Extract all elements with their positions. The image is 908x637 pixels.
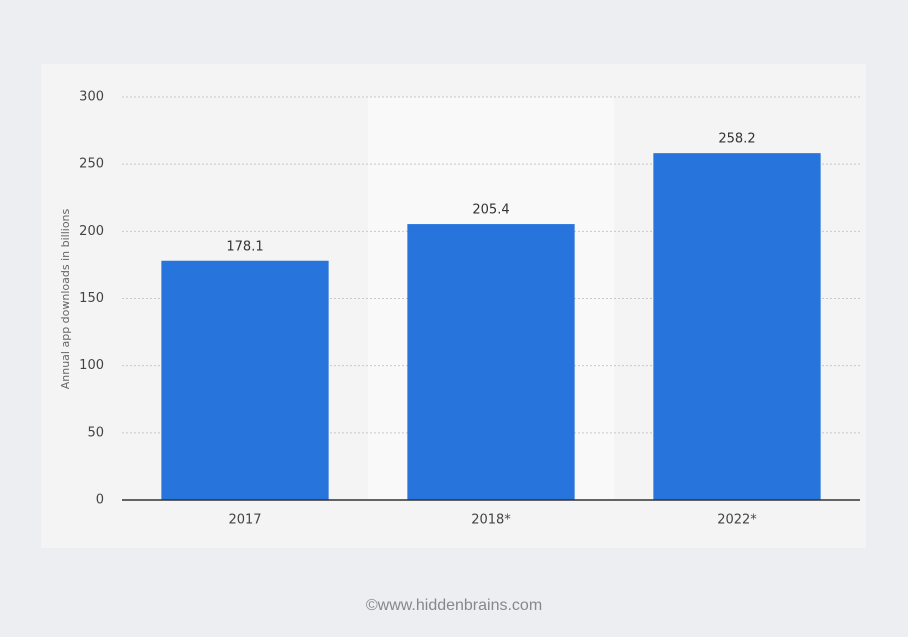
bar: [407, 224, 575, 500]
value-label: 178.1: [226, 239, 263, 254]
y-tick-label: 250: [79, 157, 104, 172]
bar: [161, 260, 329, 500]
y-tick-label: 200: [79, 224, 104, 239]
x-tick-label: 2018*: [471, 513, 511, 528]
x-tick-label: 2017: [228, 513, 261, 528]
y-tick-label: 0: [96, 493, 104, 508]
y-tick-label: 50: [87, 425, 104, 440]
value-label: 258.2: [718, 132, 755, 147]
y-axis-label: Annual app downloads in billions: [59, 208, 72, 389]
y-tick-label: 100: [79, 358, 104, 373]
y-tick-label: 150: [79, 291, 104, 306]
bar: [653, 153, 821, 500]
y-tick-label: 300: [79, 90, 104, 105]
value-label: 205.4: [472, 203, 509, 218]
credit: ©www.hiddenbrains.com: [366, 597, 542, 614]
x-tick-label: 2022*: [717, 513, 757, 528]
